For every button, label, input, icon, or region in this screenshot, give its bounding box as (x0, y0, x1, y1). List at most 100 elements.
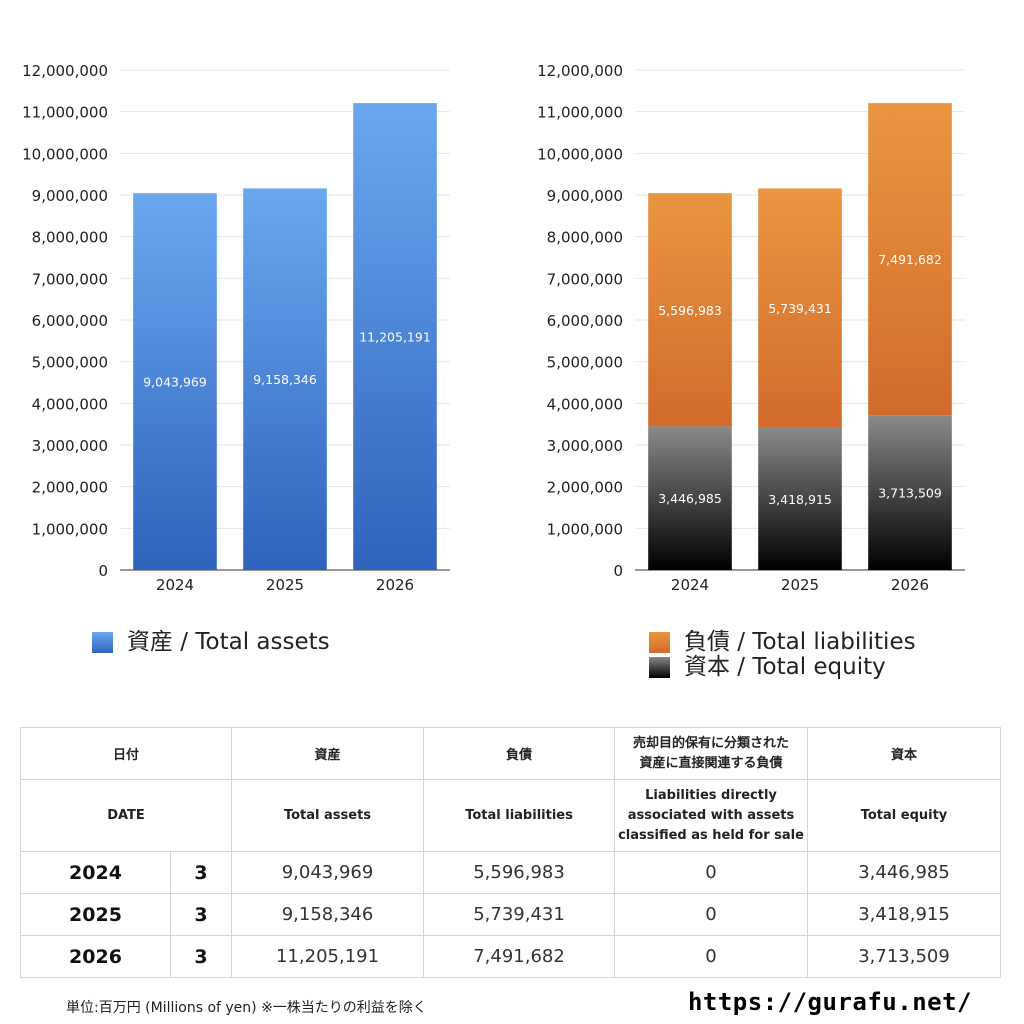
header-assets-jp: 資産 (231, 727, 425, 780)
legend-swatch-liabilities (649, 632, 670, 653)
x-tick-label: 2024 (156, 576, 194, 594)
legend-left: 資産 / Total assets (92, 630, 330, 655)
row-liabilities: 5,739,431 (423, 893, 616, 936)
y-tick-label: 12,000,000 (22, 62, 108, 80)
legend-label-liabilities: 負債 / Total liabilities (684, 629, 916, 655)
y-tick-label: 0 (613, 562, 623, 580)
y-tick-label: 0 (98, 562, 108, 580)
x-tick-label: 2025 (781, 576, 819, 594)
assets-bar-chart: 0 1,000,000 2,000,000 3,000,000 4,000,000 5,0… (22, 62, 450, 594)
header-date-en: DATE (19, 779, 233, 852)
bar-data-label: 7,491,682 (878, 252, 942, 267)
bar-data-label: 3,713,509 (878, 486, 942, 501)
y-tick-label: 3,000,000 (547, 437, 623, 455)
legend-swatch-equity (649, 657, 670, 678)
bar-data-label: 5,739,431 (768, 301, 832, 316)
x-tick-label: 2024 (671, 576, 709, 594)
x-tick-label: 2026 (376, 576, 414, 594)
row-held-for-sale: 0 (614, 851, 809, 894)
row-year: 2026 (20, 935, 171, 978)
row-equity: 3,418,915 (807, 893, 1002, 936)
y-tick-label: 6,000,000 (547, 312, 623, 330)
header-date-jp: 日付 (19, 727, 233, 780)
bar-assets (243, 188, 327, 570)
row-held-for-sale: 0 (614, 893, 809, 936)
legend-label-equity: 資本 / Total equity (684, 654, 886, 680)
bar-data-label: 9,043,969 (143, 375, 207, 390)
y-tick-label: 9,000,000 (547, 187, 623, 205)
site-url: https://gurafu.net/ (687, 988, 972, 1016)
table-row: 2024 3 9,043,969 5,596,983 0 3,446,985 (20, 851, 1002, 894)
bar-assets (133, 193, 217, 570)
bar-data-label: 3,418,915 (768, 492, 832, 507)
y-tick-label: 10,000,000 (537, 145, 623, 163)
row-year: 2025 (20, 893, 171, 936)
legend-item-total-liabilities: 負債 / Total liabilities (649, 630, 916, 655)
header-held-for-sale-en-line3: classified as held for sale (618, 827, 804, 843)
y-tick-label: 8,000,000 (32, 229, 108, 247)
bar-equity (758, 427, 842, 570)
row-month: 3 (169, 851, 233, 894)
bar-equity (648, 426, 732, 570)
y-tick-label: 10,000,000 (22, 145, 108, 163)
y-tick-label: 1,000,000 (32, 520, 108, 538)
header-liabilities-en: Total liabilities (423, 779, 616, 852)
header-held-for-sale-jp: 売却目的保有に分類された 資産に直接関連する負債 (614, 727, 809, 780)
table-header-en: DATE Total assets Total liabilities Liab… (19, 779, 1002, 852)
bar-liabilities (868, 103, 952, 416)
bar-liabilities (648, 193, 732, 427)
y-tick-label: 2,000,000 (547, 479, 623, 497)
bar-equity (868, 415, 952, 570)
row-assets: 9,043,969 (231, 851, 425, 894)
legend-right: 負債 / Total liabilities 資本 / Total equity (649, 630, 916, 680)
header-liabilities-jp: 負債 (423, 727, 616, 780)
x-tick-label: 2026 (891, 576, 929, 594)
y-tick-label: 7,000,000 (547, 270, 623, 288)
bar-liabilities (758, 188, 842, 428)
y-tick-label: 5,000,000 (547, 354, 623, 372)
row-month: 3 (169, 893, 233, 936)
y-tick-label: 2,000,000 (32, 479, 108, 497)
y-tick-label: 4,000,000 (547, 395, 623, 413)
bar-assets (353, 103, 437, 571)
row-year: 2024 (20, 851, 171, 894)
header-equity-en: Total equity (807, 779, 1002, 852)
x-tick-label: 2025 (266, 576, 304, 594)
table-row: 2025 3 9,158,346 5,739,431 0 3,418,915 (20, 893, 1002, 936)
header-equity-jp: 資本 (807, 727, 1002, 780)
row-assets: 9,158,346 (231, 893, 425, 936)
y-tick-label: 11,000,000 (537, 104, 623, 122)
row-month: 3 (169, 935, 233, 978)
charts-canvas: 0 1,000,000 2,000,000 3,000,000 4,000,000 5,0… (22, 62, 965, 594)
bar-data-label: 9,158,346 (253, 372, 317, 387)
header-held-for-sale-jp-line1: 売却目的保有に分類された (633, 735, 790, 751)
header-assets-en: Total assets (231, 779, 425, 852)
y-tick-label: 8,000,000 (547, 229, 623, 247)
row-equity: 3,446,985 (807, 851, 1002, 894)
y-tick-label: 7,000,000 (32, 270, 108, 288)
row-held-for-sale: 0 (614, 935, 809, 978)
row-liabilities: 7,491,682 (423, 935, 616, 978)
y-tick-label: 9,000,000 (32, 187, 108, 205)
legend-swatch-assets (92, 632, 113, 653)
bar-data-label: 3,446,985 (658, 491, 722, 506)
bar-data-label: 11,205,191 (359, 330, 431, 345)
header-held-for-sale-en-line1: Liabilities directly (645, 787, 777, 803)
header-held-for-sale-en-line2: associated with assets (627, 807, 795, 823)
table-header-jp: 日付 資産 負債 売却目的保有に分類された 資産に直接関連する負債 資本 (19, 727, 1002, 780)
y-tick-label: 6,000,000 (32, 312, 108, 330)
header-held-for-sale-en: Liabilities directly associated with ass… (614, 779, 809, 852)
row-equity: 3,713,509 (807, 935, 1002, 978)
table-row: 2026 3 11,205,191 7,491,682 0 3,713,509 (20, 935, 1002, 978)
legend-item-total-equity: 資本 / Total equity (649, 655, 916, 680)
legend-label-assets: 資産 / Total assets (127, 629, 330, 655)
y-tick-label: 12,000,000 (537, 62, 623, 80)
y-tick-label: 3,000,000 (32, 437, 108, 455)
legend-item-total-assets: 資産 / Total assets (92, 630, 330, 655)
header-held-for-sale-jp-line2: 資産に直接関連する負債 (639, 755, 783, 771)
row-liabilities: 5,596,983 (423, 851, 616, 894)
y-tick-label: 4,000,000 (32, 395, 108, 413)
bar-data-label: 5,596,983 (658, 303, 722, 318)
y-tick-label: 1,000,000 (547, 520, 623, 538)
unit-footnote: 単位:百万円 (Millions of yen) ※一株当たりの利益を除く (66, 1000, 427, 1016)
